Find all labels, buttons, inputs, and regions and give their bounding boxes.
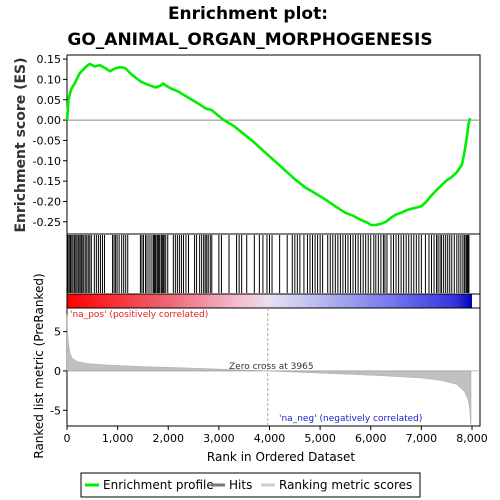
metric-x-axis-label: Rank in Ordered Dataset xyxy=(207,450,355,464)
metric-x-tick-label: 5,000 xyxy=(304,432,336,445)
plot-title-line1: Enrichment plot: xyxy=(168,4,328,24)
metric-x-axis: 0 1,000 2,000 3,000 4,000 5,000 6,000 7,000 8,00… xyxy=(64,426,488,445)
metric-x-tick-label: 2,000 xyxy=(153,432,185,445)
es-y-tick-label: 0.00 xyxy=(37,114,62,127)
metric-x-tick-label: 1,000 xyxy=(102,432,134,445)
es-y-tick-label: -0.05 xyxy=(33,134,61,147)
es-y-tick-label: 0.15 xyxy=(37,53,62,66)
metric-x-tick-label: 8,000 xyxy=(456,432,488,445)
hits-panel-frame xyxy=(66,233,481,295)
plot-title-line2: GO_ANIMAL_ORGAN_MORPHOGENESIS xyxy=(67,30,432,50)
es-y-tick-label: -0.10 xyxy=(33,155,61,168)
hits-marks xyxy=(66,235,470,293)
metric-x-tick-label: 6,000 xyxy=(355,432,387,445)
metric-x-tick-label: 4,000 xyxy=(254,432,286,445)
ranking-color-bar xyxy=(67,294,472,308)
neg-correlated-label: 'na_neg' (negatively correlated) xyxy=(279,414,422,424)
es-y-tick-label: 0.05 xyxy=(37,94,62,107)
metric-x-tick-label: 7,000 xyxy=(406,432,438,445)
pos-correlated-label: 'na_pos' (positively correlated) xyxy=(70,310,208,320)
metric-x-tick-label: 3,000 xyxy=(203,432,235,445)
metric-y-axis: 5 0 -5 xyxy=(50,326,67,417)
es-y-tick-label: -0.20 xyxy=(33,195,61,208)
metric-y-axis-label: Ranked list metric (PreRanked) xyxy=(32,273,46,458)
zero-cross-label: Zero cross at 3965 xyxy=(229,362,314,372)
es-y-tick-label: 0.10 xyxy=(37,73,62,86)
enrichment-profile-line xyxy=(65,62,472,227)
metric-y-tick-label: 0 xyxy=(54,365,61,378)
metric-y-tick-label: -5 xyxy=(50,404,61,417)
metric-x-tick-label: 0 xyxy=(64,432,71,445)
legend-box xyxy=(80,472,421,498)
legend-label-ranking: Ranking metric scores xyxy=(279,478,412,492)
es-y-axis-label: Enrichment score (ES) xyxy=(13,57,29,232)
es-y-axis: 0.15 0.10 0.05 0.00 -0.05 -0.10 -0.15 -0.20 -0.2… xyxy=(33,53,67,229)
legend-label-enrichment: Enrichment profile xyxy=(103,478,214,492)
metric-y-tick-label: 5 xyxy=(54,326,61,339)
legend-label-hits: Hits xyxy=(229,478,252,492)
ranking-metric-area xyxy=(66,314,472,427)
es-y-tick-label: -0.15 xyxy=(33,175,61,188)
es-panel-frame xyxy=(66,54,481,235)
es-y-tick-label: -0.25 xyxy=(33,216,61,229)
